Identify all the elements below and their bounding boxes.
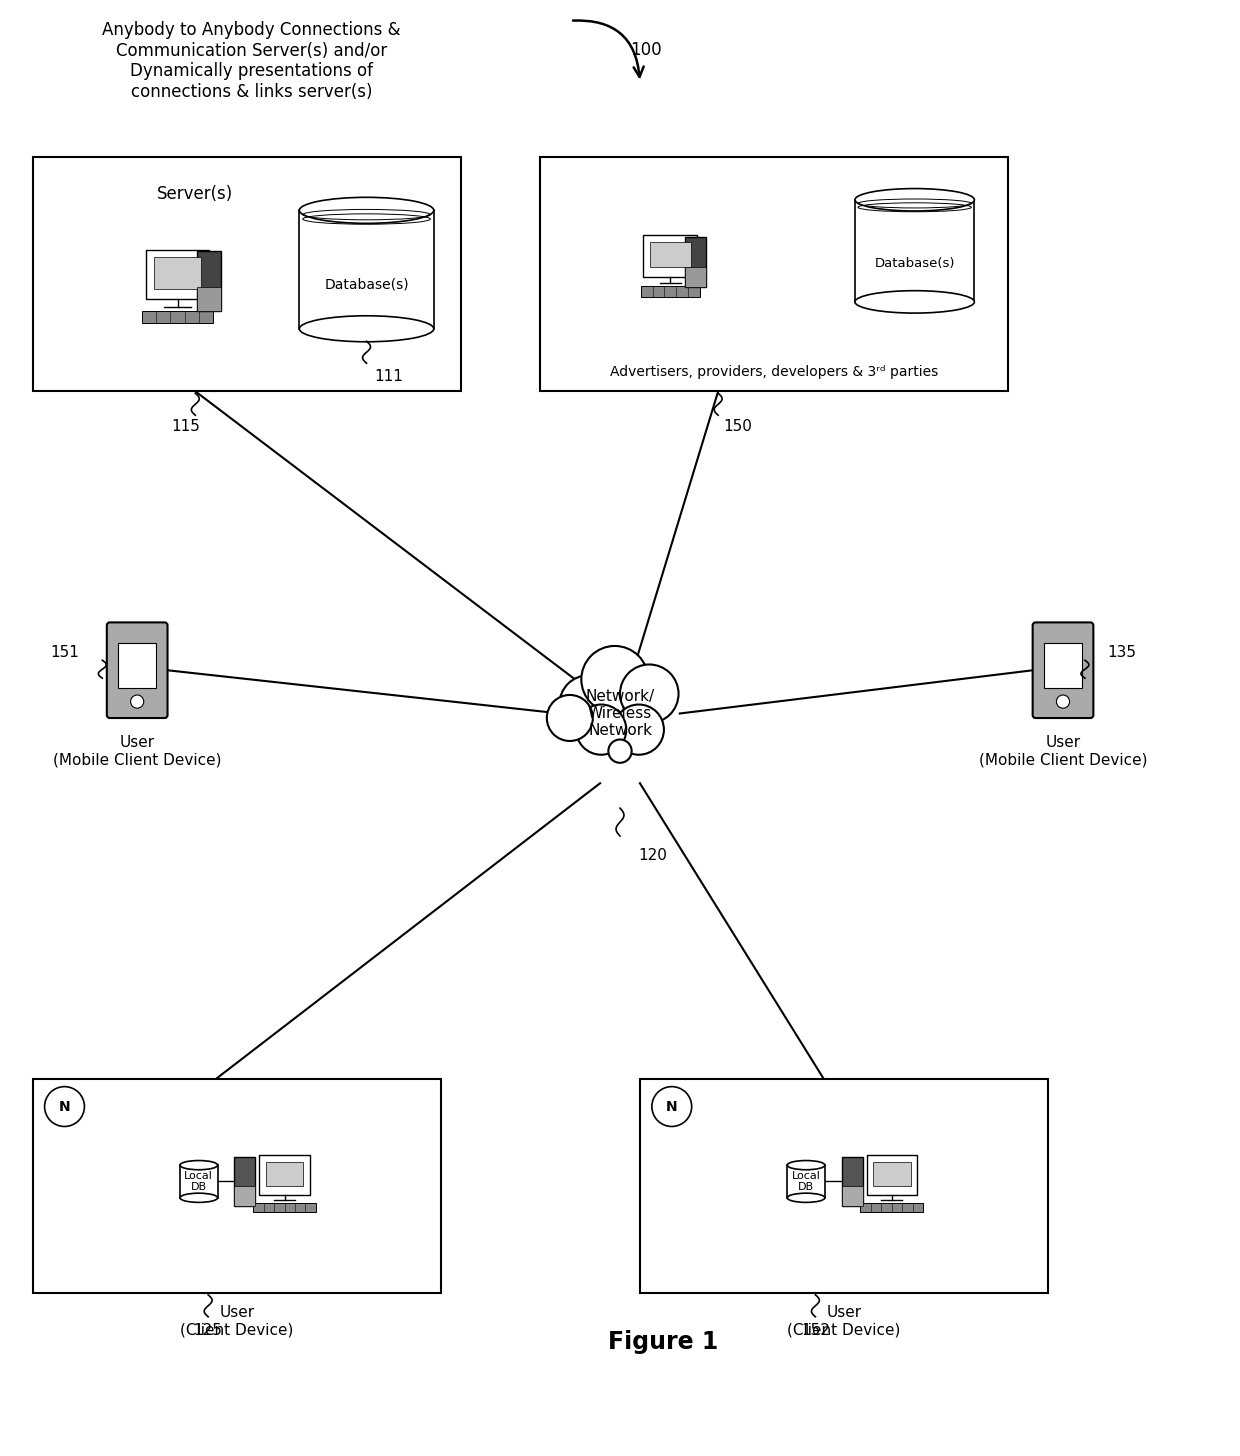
- Text: Figure 1: Figure 1: [608, 1329, 718, 1354]
- FancyBboxPatch shape: [842, 1187, 863, 1206]
- Text: 115: 115: [171, 419, 200, 434]
- FancyBboxPatch shape: [861, 1203, 923, 1213]
- FancyBboxPatch shape: [180, 1165, 217, 1198]
- FancyBboxPatch shape: [640, 1079, 1048, 1293]
- Ellipse shape: [299, 316, 434, 342]
- FancyBboxPatch shape: [253, 1203, 316, 1213]
- FancyBboxPatch shape: [197, 287, 221, 312]
- FancyBboxPatch shape: [867, 1155, 916, 1195]
- Text: Anybody to Anybody Connections &
Communication Server(s) and/or
Dynamically pres: Anybody to Anybody Connections & Communi…: [103, 20, 401, 100]
- FancyBboxPatch shape: [787, 1165, 825, 1198]
- Text: 152: 152: [801, 1322, 830, 1338]
- Text: 151: 151: [51, 645, 79, 660]
- Text: Database(s): Database(s): [874, 256, 955, 269]
- FancyBboxPatch shape: [854, 199, 975, 301]
- FancyBboxPatch shape: [650, 242, 691, 268]
- Ellipse shape: [787, 1160, 825, 1169]
- Circle shape: [130, 695, 144, 708]
- FancyBboxPatch shape: [684, 237, 706, 287]
- Text: User
(Client Device): User (Client Device): [787, 1305, 900, 1337]
- FancyBboxPatch shape: [146, 250, 210, 298]
- FancyBboxPatch shape: [141, 310, 213, 323]
- Circle shape: [614, 705, 663, 754]
- FancyBboxPatch shape: [641, 287, 699, 297]
- Ellipse shape: [299, 198, 434, 223]
- Text: Advertisers, providers, developers & 3ʳᵈ parties: Advertisers, providers, developers & 3ʳᵈ…: [610, 365, 939, 380]
- Ellipse shape: [180, 1192, 217, 1203]
- FancyBboxPatch shape: [197, 250, 221, 312]
- Text: N: N: [666, 1099, 677, 1114]
- Circle shape: [547, 695, 593, 741]
- FancyBboxPatch shape: [107, 622, 167, 718]
- FancyBboxPatch shape: [873, 1162, 910, 1187]
- Text: Local
DB: Local DB: [791, 1171, 821, 1192]
- FancyBboxPatch shape: [842, 1158, 863, 1206]
- FancyBboxPatch shape: [541, 157, 1008, 392]
- Ellipse shape: [854, 189, 975, 211]
- FancyBboxPatch shape: [118, 644, 156, 689]
- Text: 100: 100: [630, 41, 662, 58]
- Text: Server(s): Server(s): [157, 185, 233, 202]
- Text: Network/
Wireless
Network: Network/ Wireless Network: [585, 689, 655, 738]
- Text: 111: 111: [374, 370, 403, 384]
- FancyArrowPatch shape: [573, 20, 644, 77]
- Text: 125: 125: [193, 1322, 223, 1338]
- Circle shape: [609, 740, 631, 763]
- Circle shape: [559, 676, 618, 734]
- Text: User
(Client Device): User (Client Device): [180, 1305, 294, 1337]
- FancyBboxPatch shape: [265, 1162, 304, 1187]
- Ellipse shape: [854, 291, 975, 313]
- FancyBboxPatch shape: [644, 234, 697, 277]
- Text: N: N: [58, 1099, 71, 1114]
- FancyBboxPatch shape: [1033, 622, 1094, 718]
- Text: 120: 120: [637, 847, 667, 863]
- FancyBboxPatch shape: [259, 1155, 310, 1195]
- Text: 135: 135: [1107, 645, 1137, 660]
- Ellipse shape: [787, 1192, 825, 1203]
- Text: User
(Mobile Client Device): User (Mobile Client Device): [53, 735, 222, 767]
- FancyBboxPatch shape: [684, 268, 706, 287]
- Circle shape: [620, 664, 678, 724]
- Circle shape: [582, 646, 649, 713]
- Circle shape: [1056, 695, 1070, 708]
- Circle shape: [652, 1086, 692, 1127]
- Text: User
(Mobile Client Device): User (Mobile Client Device): [978, 735, 1147, 767]
- FancyBboxPatch shape: [32, 1079, 440, 1293]
- Circle shape: [577, 705, 626, 754]
- FancyBboxPatch shape: [234, 1187, 255, 1206]
- Text: Database(s): Database(s): [324, 277, 409, 291]
- Text: Local
DB: Local DB: [185, 1171, 213, 1192]
- Text: 150: 150: [723, 419, 751, 434]
- Ellipse shape: [180, 1160, 217, 1169]
- Circle shape: [45, 1086, 84, 1127]
- FancyBboxPatch shape: [154, 256, 201, 288]
- FancyBboxPatch shape: [32, 157, 461, 392]
- FancyBboxPatch shape: [299, 210, 434, 329]
- FancyBboxPatch shape: [234, 1158, 255, 1206]
- FancyBboxPatch shape: [1044, 644, 1083, 689]
